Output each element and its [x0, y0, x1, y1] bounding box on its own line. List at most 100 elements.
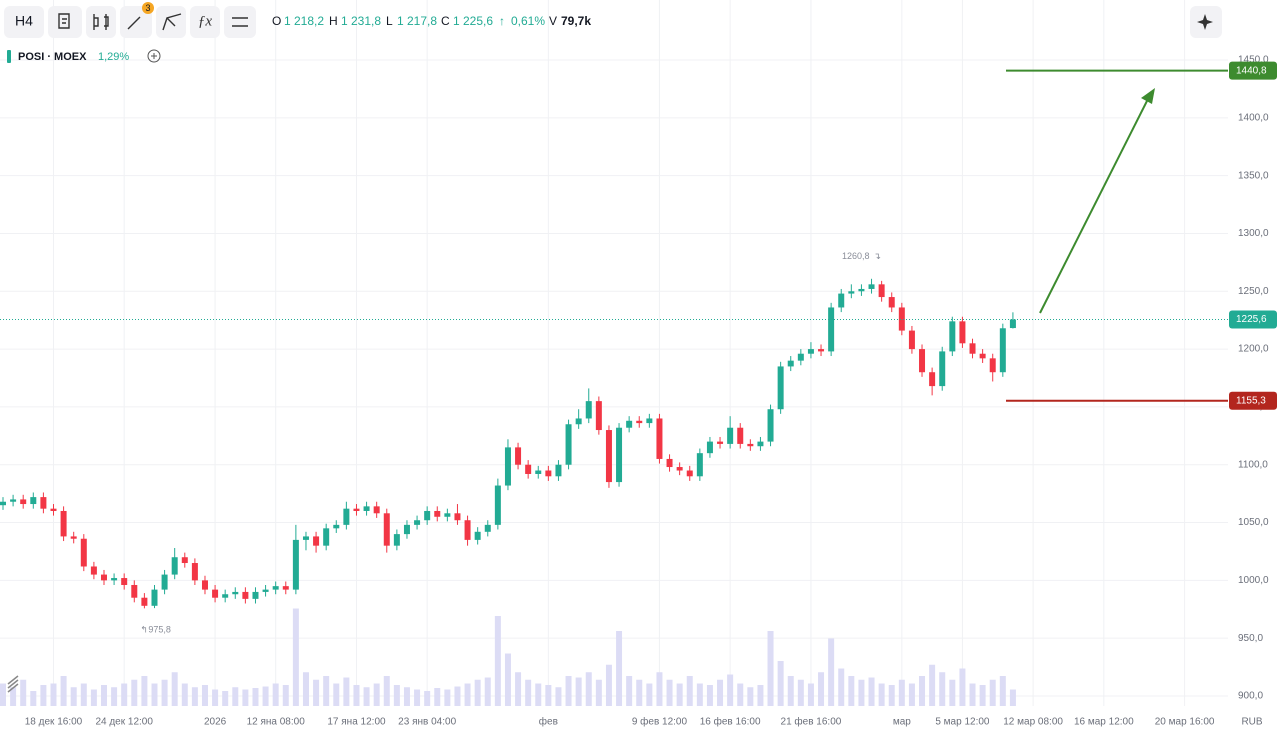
volume-bar: [1009, 689, 1016, 706]
candle-body: [828, 307, 835, 352]
candle-body: [363, 506, 370, 511]
volume-bar: [646, 683, 653, 706]
legend-volume: 79,7k: [561, 14, 591, 28]
volume-bar: [807, 683, 814, 706]
volume-bar: [393, 685, 400, 706]
grid: [0, 0, 1228, 706]
volume-bar: [191, 687, 198, 706]
volume-bar: [222, 691, 229, 706]
candle-body: [848, 291, 855, 294]
x-tick-label: 5 мар 12:00: [935, 717, 990, 728]
volume-bar: [121, 683, 128, 706]
candle-body: [90, 566, 97, 575]
candle-body: [403, 524, 410, 535]
candle-body: [939, 351, 946, 387]
y-tick-label: 1000,0: [1238, 575, 1269, 586]
tool-button[interactable]: [86, 6, 116, 38]
candle-body: [686, 470, 693, 477]
candle-body: [757, 441, 764, 447]
volume-bar: [747, 687, 754, 706]
x-tick-label: 24 дек 12:00: [95, 717, 153, 728]
forecast-arrow: [1039, 94, 1151, 314]
candle-body: [10, 499, 17, 502]
candle-body: [717, 441, 724, 444]
icon: [58, 13, 70, 29]
volume-bar: [525, 679, 532, 706]
volume-bar: [454, 686, 461, 706]
volume-bar: [616, 631, 623, 706]
tool-button[interactable]: [190, 6, 220, 38]
volume-bar: [848, 676, 855, 706]
x-tick-label: 18 дек 16:00: [25, 717, 83, 728]
x-tick-label: 20 мар 16:00: [1155, 717, 1215, 728]
volume-bar: [131, 679, 138, 706]
icon: [127, 16, 141, 30]
volume-bar: [696, 683, 703, 706]
candle-body: [70, 536, 77, 539]
volume-bar: [959, 668, 966, 706]
volume-bar: [989, 679, 996, 706]
candle-body: [242, 591, 249, 599]
candle-body: [191, 563, 198, 581]
price-badge: [1229, 310, 1277, 329]
extreme-label: 1260,8: [842, 251, 870, 261]
volume-bar: [111, 687, 118, 706]
candle-body: [919, 349, 926, 373]
candle-body: [999, 328, 1006, 373]
volume-bar: [151, 683, 158, 706]
tool-button[interactable]: [224, 6, 256, 38]
volume-bar: [787, 676, 794, 706]
candle-body: [383, 513, 390, 546]
volume-bar: [40, 685, 47, 706]
x-tick-label: 12 яна 08:00: [247, 717, 306, 728]
volume-bar: [979, 685, 986, 706]
candle-body: [504, 447, 511, 486]
volume-bar: [232, 687, 239, 706]
volume-bar: [717, 679, 724, 706]
volume-bar: [858, 679, 865, 706]
candle-body: [50, 508, 57, 511]
volume-bar: [484, 677, 491, 706]
interval-button[interactable]: [4, 6, 44, 38]
legend-label: O: [272, 14, 281, 28]
add-button[interactable]: [147, 49, 161, 63]
volume-bar: [464, 683, 471, 706]
candle-body: [494, 485, 501, 525]
candle-body: [878, 284, 885, 298]
x-tick-label: фев: [539, 716, 558, 728]
axis-layer: 900,0950,01000,01050,01100,01150,01200,0…: [25, 55, 1269, 728]
tool-button[interactable]: [48, 6, 82, 38]
volume-bar: [838, 668, 845, 706]
candle-body: [414, 520, 421, 525]
candle-body: [171, 557, 178, 575]
level-label: 1440,8: [1236, 65, 1267, 76]
x-tick-label: 23 янв 04:00: [398, 717, 456, 728]
symbol-change: 1,29%: [98, 51, 129, 63]
candle-body: [727, 427, 734, 444]
candle-body: [515, 447, 522, 465]
volume-bar: [535, 683, 542, 706]
volume-bar: [727, 674, 734, 706]
candle-body: [959, 321, 966, 344]
candle-body: [858, 288, 865, 292]
icon: [151, 53, 157, 59]
candle-body: [424, 510, 431, 521]
volume-bar: [676, 683, 683, 706]
legend-value: 1 231,8: [341, 14, 381, 28]
volume-bar: [474, 679, 481, 706]
candle-body: [818, 349, 825, 352]
volume-bar: [141, 676, 148, 706]
volume-bar: [494, 616, 501, 706]
y-tick-label: 1450,0: [1238, 55, 1269, 66]
volume-bar: [70, 687, 77, 706]
volume-bar: [777, 661, 784, 706]
candle-body: [252, 591, 259, 599]
tool-button[interactable]: [120, 6, 152, 38]
volume-bar: [595, 679, 602, 706]
volume-bar: [626, 676, 633, 706]
volume-bar: [656, 672, 663, 706]
volume-bar: [757, 685, 764, 706]
extreme-label: 975,8: [148, 625, 171, 635]
arrow-head: [1141, 88, 1155, 104]
